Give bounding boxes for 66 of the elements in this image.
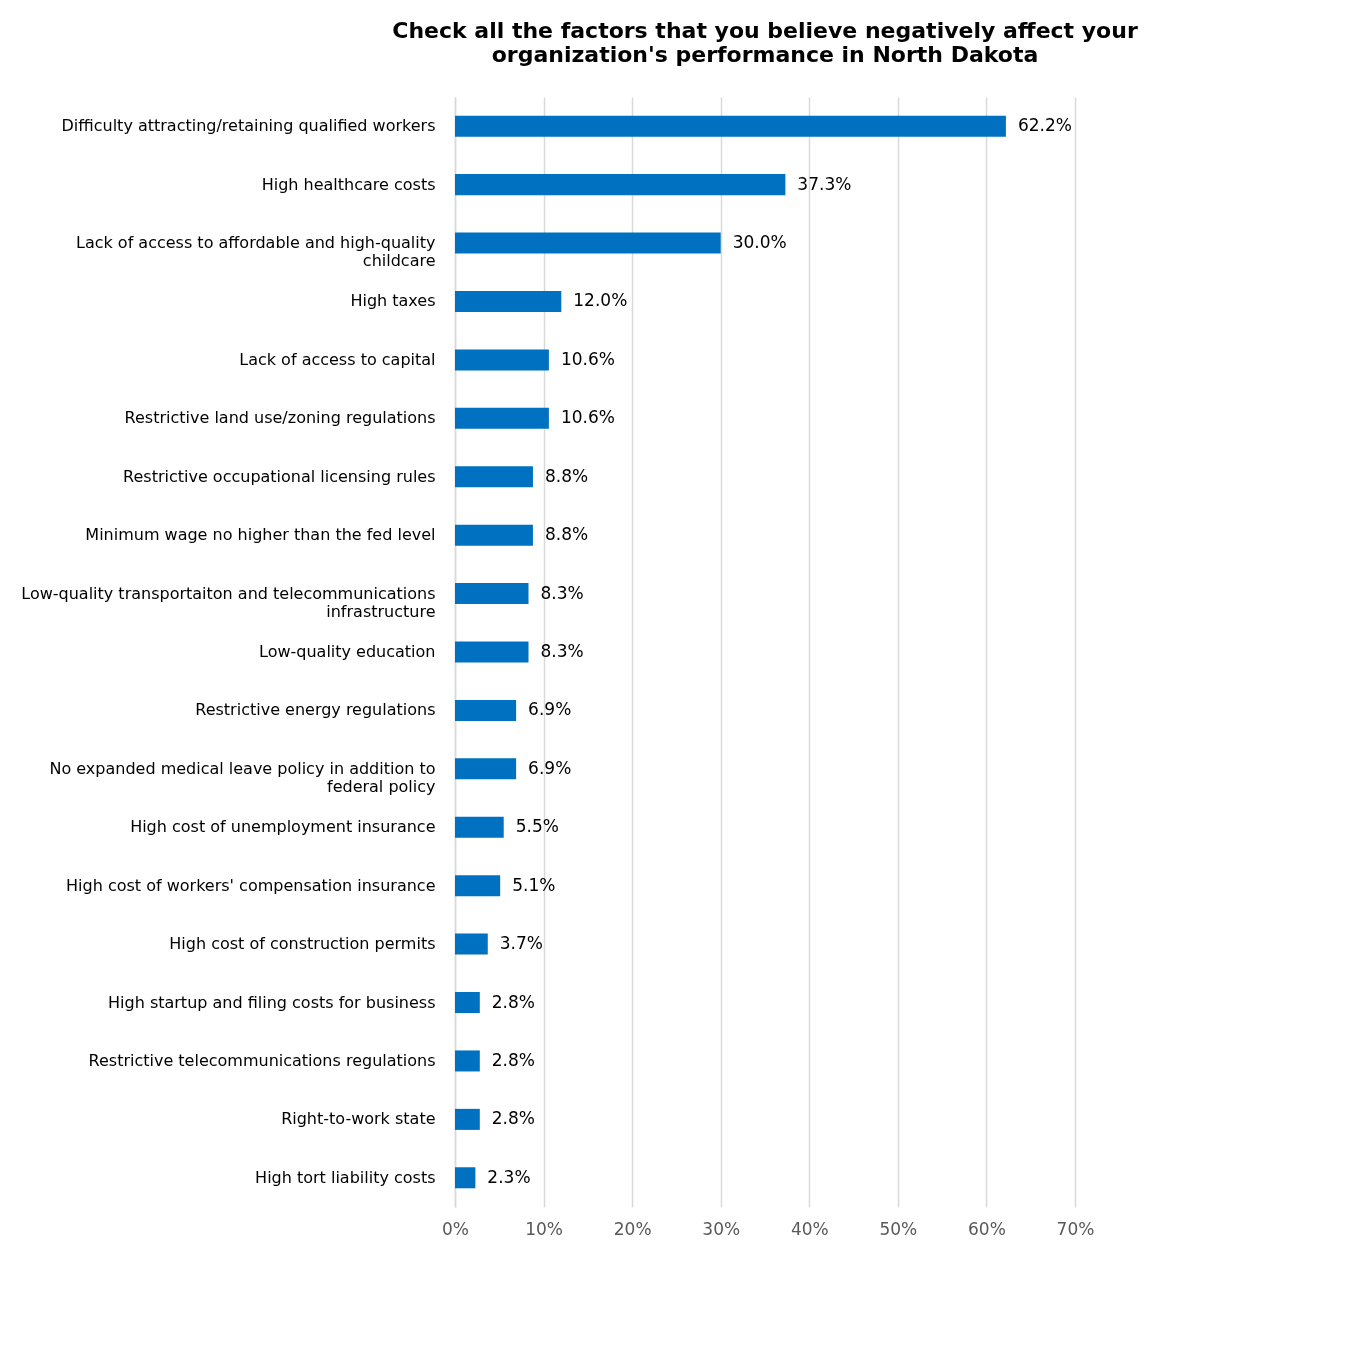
data-label: 30.0% [732,232,787,253]
y-tick-label: Lack of access to capital [239,349,436,369]
x-tick-label: 10% [525,1218,563,1239]
data-label: 5.5% [515,816,559,837]
y-tick-label: Low-quality education [259,642,436,661]
bar [455,699,517,721]
data-label: 2.8% [491,1049,535,1070]
data-label: 3.7% [499,933,543,954]
y-tick-label: Restrictive telecommunications regulations [88,1050,436,1070]
x-tick-label: 70% [1056,1218,1095,1239]
bar [455,174,786,196]
bar [455,1050,480,1072]
y-tick-label: Lack of access to affordable and high-quality childcare [75,233,436,271]
bar [455,933,488,955]
y-tick-label: No expanded medical leave policy in addition to federal policy [49,758,436,796]
data-label: 10.6% [560,407,615,428]
data-label: 2.8% [491,991,535,1012]
data-label: 12.0% [573,290,628,311]
x-tick-label: 20% [613,1218,652,1239]
y-tick-label: High cost of workers' compensation insurance [66,875,436,895]
bar [455,1167,476,1189]
bar [455,349,549,371]
y-tick-label: High healthcare costs [261,174,436,194]
data-label: 5.1% [512,874,556,895]
bar [455,816,504,838]
y-tick-label: Restrictive land use/zoning regulations [124,408,436,428]
data-label: 2.8% [491,1108,535,1129]
data-label: 6.9% [528,757,572,778]
y-tick-label: Restrictive energy regulations [195,700,436,720]
data-label: 8.3% [540,582,584,603]
bar [455,992,480,1014]
x-tick-label: 50% [879,1218,918,1239]
data-label: 8.3% [540,641,584,661]
data-label: 37.3% [797,173,852,194]
y-tick-label: Restrictive occupational licensing rules [123,466,436,486]
x-tick-label: 60% [968,1218,1006,1239]
data-label: 8.8% [544,524,589,545]
x-tick-label: 0% [442,1218,469,1239]
bar [455,1108,480,1130]
x-tick-label: 30% [702,1218,741,1239]
y-tick-label: High cost of unemployment insurance [130,817,436,837]
bar [455,641,529,663]
y-tick-label: High cost of construction permits [169,934,436,954]
y-tick-label: High startup and filing costs for business [108,992,436,1012]
bar [455,524,533,546]
bar [455,290,562,312]
y-tick-label: Right-to-work state [281,1109,436,1129]
data-label: 6.9% [528,699,572,720]
y-tick-label: High taxes [350,291,436,311]
x-tick-label: 40% [790,1218,829,1239]
bar [455,758,517,780]
chart-title: Check all the factors that you believe negatively affect your organization's performance in North Dakota [392,18,1138,67]
data-label: 62.2% [1017,115,1072,136]
bar [455,466,533,488]
data-label: 8.8% [544,465,589,486]
data-label: 2.3% [487,1166,531,1187]
bar [455,232,721,254]
y-tick-label: Minimum wage no higher than the fed level [85,525,436,545]
bar [455,115,1006,137]
y-tick-label: Low-quality transportaiton and telecommunications infrastructure [21,583,436,621]
bar [455,875,501,897]
data-label: 10.6% [560,348,615,369]
y-tick-label: Difficulty attracting/retaining qualified workers [61,116,436,136]
y-tick-label: High tort liability costs [255,1167,436,1187]
bar [455,583,529,605]
bar [455,407,549,429]
